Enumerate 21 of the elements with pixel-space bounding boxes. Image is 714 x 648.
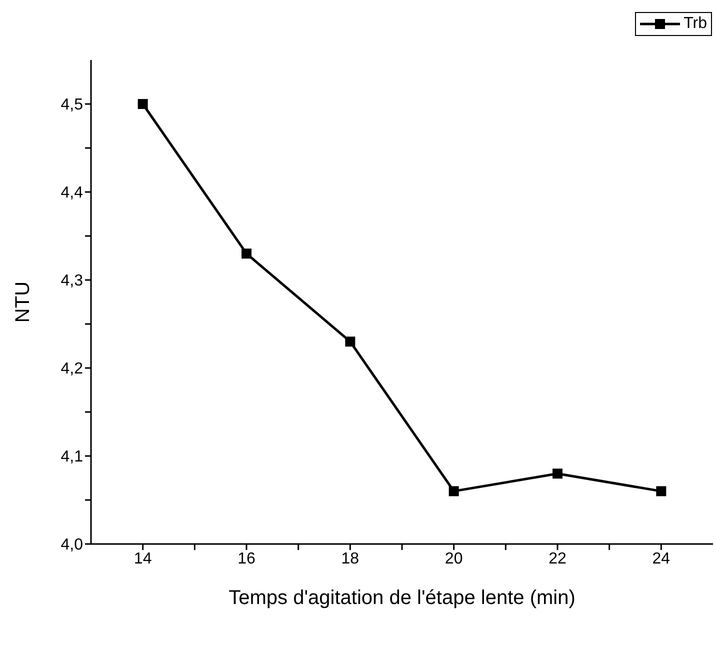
x-tick-label: 20 xyxy=(444,550,463,568)
y-tick-label: 4,0 xyxy=(60,536,84,554)
y-tick-label: 4,3 xyxy=(60,272,84,290)
x-tick-label: 22 xyxy=(548,550,566,568)
point xyxy=(656,486,666,496)
y-tick-label: 4,4 xyxy=(60,184,84,202)
x-tick-label: 14 xyxy=(134,550,152,568)
legend-label: Trb xyxy=(684,15,707,33)
point xyxy=(242,248,252,259)
x-tick-label: 16 xyxy=(238,550,256,568)
y-tick-label: 4,2 xyxy=(60,360,84,378)
x-tick-label: 24 xyxy=(652,550,670,568)
x-axis-title: Temps d'agitation de l'étape lente (min) xyxy=(228,587,576,609)
point xyxy=(552,468,562,479)
y-tick-label: 4,1 xyxy=(60,448,84,466)
y-axis-title: NTU xyxy=(12,281,34,323)
point xyxy=(138,99,148,109)
y-tick-label: 4,5 xyxy=(60,96,84,114)
point xyxy=(345,336,356,347)
x-tick-label: 18 xyxy=(341,550,360,568)
point xyxy=(448,486,459,496)
